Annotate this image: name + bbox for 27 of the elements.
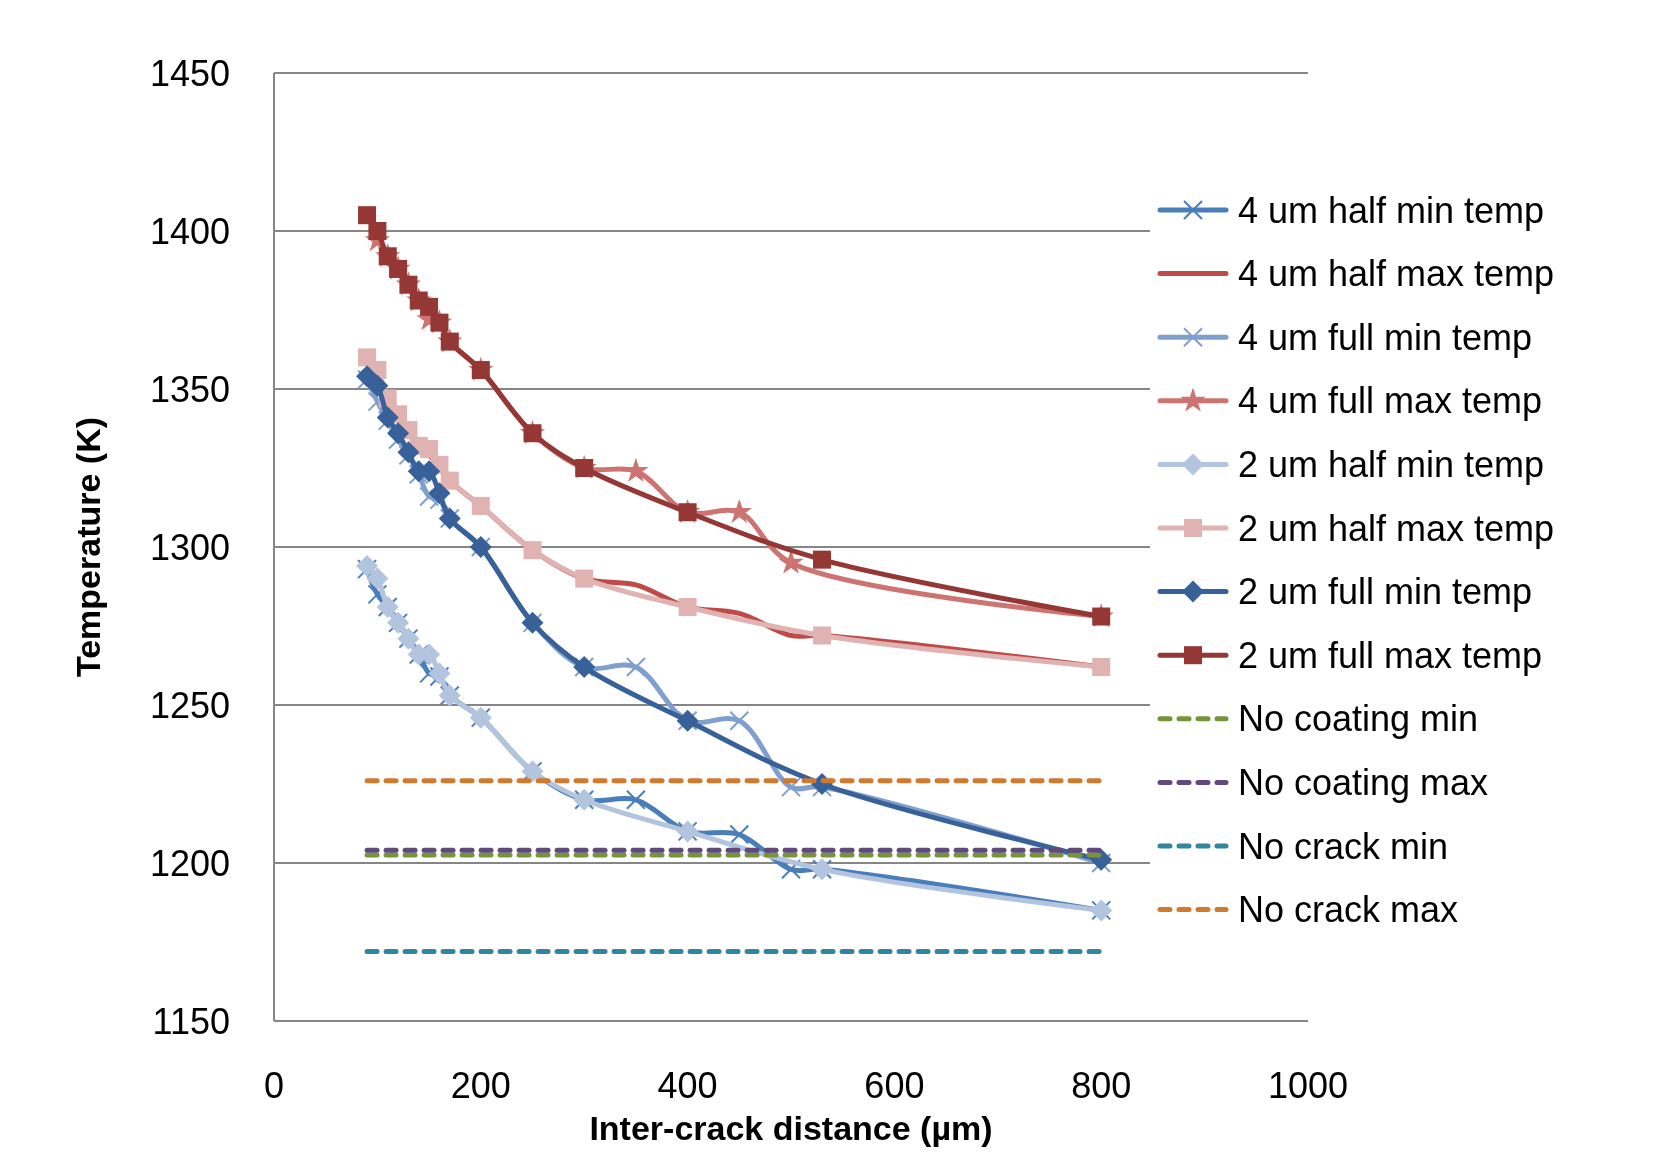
legend-label: No coating min xyxy=(1238,698,1479,740)
y-tick-label: 1350 xyxy=(149,368,230,410)
legend-label: 2 um half min temp xyxy=(1238,444,1545,485)
x-tick-label: 1000 xyxy=(1267,1064,1349,1106)
x-tick-label: 400 xyxy=(657,1064,718,1106)
y-tick-label: 1400 xyxy=(149,210,230,252)
legend-label: No crack min xyxy=(1238,825,1449,867)
x-tick-label: 800 xyxy=(1071,1064,1132,1106)
x-axis-title: Inter-crack distance (µm) xyxy=(589,1109,993,1147)
legend-label: 4 um half max temp xyxy=(1238,253,1555,295)
y-tick-label: 1300 xyxy=(149,526,230,568)
y-tick-label: 1450 xyxy=(149,52,230,94)
legend-label: No coating max xyxy=(1238,762,1489,803)
x-tick-label: 0 xyxy=(263,1064,285,1106)
legend-label: 4 um full min temp xyxy=(1238,316,1533,358)
legend-label: No crack max xyxy=(1238,889,1459,931)
y-tick-label: 1150 xyxy=(152,1000,230,1042)
y-axis-title: Temperature (K) xyxy=(69,416,107,678)
legend-label: 4 um full max temp xyxy=(1238,380,1543,422)
y-tick-label: 1200 xyxy=(149,842,230,884)
x-tick-label: 200 xyxy=(450,1064,511,1106)
legend-label: 2 um full max temp xyxy=(1238,634,1543,676)
y-tick-label: 1250 xyxy=(149,684,230,726)
legend-label: 4 um half min temp xyxy=(1238,189,1545,231)
x-tick-label: 600 xyxy=(864,1064,925,1106)
legend-label: 2 um half max temp xyxy=(1238,507,1555,549)
legend-label: 2 um full min temp xyxy=(1238,571,1533,613)
